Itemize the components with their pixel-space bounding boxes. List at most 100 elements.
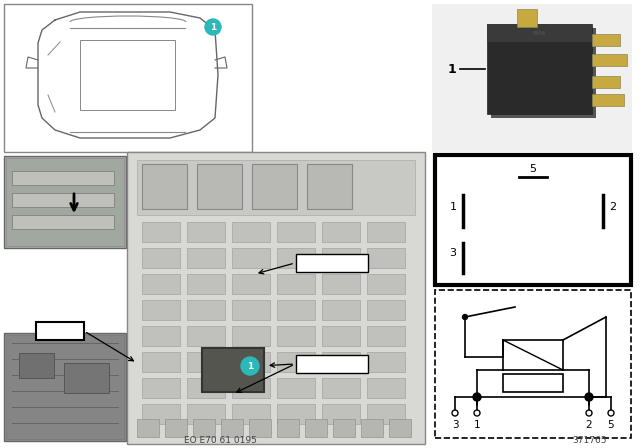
Bar: [277, 274, 315, 294]
Text: BMW: BMW: [532, 30, 546, 35]
Bar: [517, 9, 537, 27]
Bar: [19, 353, 54, 378]
Bar: [232, 274, 270, 294]
Bar: [202, 348, 264, 392]
Bar: [277, 222, 315, 242]
Text: 5: 5: [529, 164, 536, 174]
Bar: [142, 378, 180, 398]
Bar: [187, 378, 225, 398]
Text: EO E70 61 0195: EO E70 61 0195: [184, 435, 257, 444]
Bar: [193, 419, 215, 437]
Bar: [503, 340, 563, 370]
Bar: [296, 254, 368, 272]
Circle shape: [463, 314, 467, 319]
Text: 2: 2: [586, 420, 592, 430]
Bar: [142, 274, 180, 294]
Bar: [367, 274, 405, 294]
Text: 1: 1: [474, 420, 480, 430]
Bar: [221, 419, 243, 437]
Bar: [6, 158, 124, 246]
Bar: [367, 404, 405, 424]
Bar: [367, 222, 405, 242]
Bar: [249, 419, 271, 437]
Bar: [432, 4, 632, 152]
Bar: [232, 222, 270, 242]
Bar: [277, 248, 315, 268]
Bar: [491, 28, 596, 118]
Bar: [592, 34, 620, 46]
Bar: [277, 300, 315, 320]
Bar: [232, 378, 270, 398]
Bar: [277, 419, 299, 437]
Text: 3: 3: [449, 248, 456, 258]
Bar: [592, 54, 627, 66]
Bar: [232, 352, 270, 372]
Bar: [322, 248, 360, 268]
Bar: [232, 248, 270, 268]
Circle shape: [586, 410, 592, 416]
Bar: [142, 326, 180, 346]
Bar: [232, 326, 270, 346]
Circle shape: [241, 357, 259, 375]
Text: I01068: I01068: [316, 359, 349, 369]
Bar: [592, 94, 624, 106]
Bar: [137, 160, 415, 215]
Bar: [197, 164, 242, 209]
Bar: [187, 404, 225, 424]
Bar: [487, 24, 592, 114]
Bar: [305, 419, 327, 437]
Bar: [187, 352, 225, 372]
Bar: [165, 419, 187, 437]
Bar: [12, 193, 114, 207]
Bar: [322, 300, 360, 320]
Text: 1: 1: [247, 362, 253, 370]
Bar: [142, 352, 180, 372]
Bar: [187, 300, 225, 320]
Bar: [503, 374, 563, 392]
Bar: [80, 40, 175, 110]
Bar: [142, 404, 180, 424]
Bar: [322, 378, 360, 398]
Bar: [252, 164, 297, 209]
Bar: [4, 333, 126, 441]
Bar: [127, 152, 425, 444]
Text: I01069: I01069: [316, 258, 349, 268]
Bar: [277, 352, 315, 372]
Bar: [187, 248, 225, 268]
Bar: [142, 300, 180, 320]
Bar: [12, 171, 114, 185]
Bar: [142, 164, 187, 209]
Bar: [367, 378, 405, 398]
Bar: [4, 156, 126, 248]
Bar: [12, 215, 114, 229]
Text: 1: 1: [447, 63, 456, 76]
Circle shape: [474, 410, 480, 416]
Text: 371765: 371765: [573, 435, 607, 444]
Circle shape: [608, 410, 614, 416]
Bar: [4, 4, 252, 152]
Bar: [487, 24, 592, 42]
Bar: [36, 322, 84, 340]
Bar: [367, 248, 405, 268]
Bar: [137, 419, 159, 437]
Bar: [322, 326, 360, 346]
Bar: [367, 326, 405, 346]
Text: 2: 2: [609, 202, 616, 212]
Bar: [361, 419, 383, 437]
Circle shape: [473, 393, 481, 401]
Text: 5: 5: [608, 420, 614, 430]
Bar: [277, 404, 315, 424]
Circle shape: [452, 410, 458, 416]
Bar: [367, 352, 405, 372]
Text: 1: 1: [210, 22, 216, 31]
Bar: [389, 419, 411, 437]
Text: 1: 1: [449, 202, 456, 212]
Bar: [367, 300, 405, 320]
Bar: [142, 248, 180, 268]
Bar: [296, 355, 368, 373]
Bar: [187, 274, 225, 294]
Text: A42: A42: [49, 326, 70, 336]
Bar: [277, 378, 315, 398]
Bar: [322, 222, 360, 242]
Bar: [232, 300, 270, 320]
